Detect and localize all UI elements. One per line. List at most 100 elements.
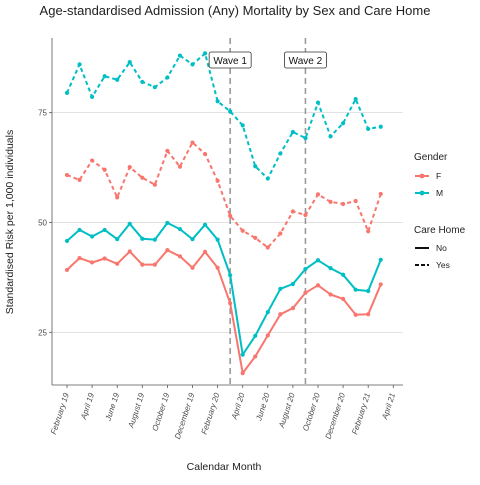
data-point	[315, 100, 321, 105]
data-point	[165, 75, 170, 80]
data-point	[90, 234, 95, 239]
data-point	[152, 262, 157, 267]
data-point	[102, 74, 107, 79]
data-point	[102, 256, 107, 261]
data-point	[115, 195, 120, 200]
wave-annotations: Wave 1 Wave 2	[208, 51, 327, 69]
wave-annotation-box	[284, 51, 327, 69]
data-point	[290, 281, 295, 287]
data-point	[215, 237, 220, 242]
data-point	[240, 352, 245, 357]
data-point	[77, 255, 82, 261]
data-point	[77, 227, 82, 233]
x-tick-label: June 20	[254, 391, 272, 422]
wave-annotation-box	[208, 51, 252, 69]
data-point	[165, 248, 170, 253]
data-point	[115, 77, 120, 82]
data-point	[315, 283, 321, 288]
data-point	[353, 287, 358, 292]
data-point	[278, 312, 283, 317]
data-point	[353, 96, 358, 102]
y-tick-label: 25	[38, 328, 47, 337]
data-point	[290, 306, 295, 311]
data-point	[278, 231, 283, 236]
x-tick-label: June 19	[103, 391, 121, 422]
data-point	[152, 85, 157, 90]
data-point	[253, 333, 258, 338]
data-point	[215, 178, 220, 183]
y-tick-label: 50	[38, 218, 47, 227]
data-point	[366, 288, 371, 294]
data-point	[328, 292, 333, 297]
data-point	[165, 148, 170, 153]
data-point	[152, 237, 157, 242]
data-point	[202, 51, 208, 56]
data-point	[253, 354, 258, 359]
data-point	[353, 312, 358, 317]
data-point	[90, 260, 95, 265]
data-point	[278, 286, 283, 291]
wave-annotation-label: Wave 1	[213, 56, 247, 67]
data-point	[240, 371, 245, 376]
data-point	[341, 121, 346, 126]
data-point	[127, 60, 132, 65]
wave-annotation-label: Wave 2	[289, 56, 323, 67]
series-group	[64, 51, 383, 376]
legend-label-gender: M	[436, 188, 443, 198]
x-tick-label: October 19	[151, 391, 172, 432]
legend-label-care-home: No	[436, 243, 447, 253]
data-point	[140, 79, 145, 85]
legend-key-point	[419, 190, 425, 196]
x-tick-label: April 19	[79, 391, 96, 421]
data-point	[228, 301, 233, 306]
data-point	[165, 220, 170, 226]
data-point	[64, 90, 70, 96]
data-point	[378, 124, 383, 129]
legend-label-care-home: Yes	[436, 260, 450, 270]
data-point	[177, 53, 183, 58]
series-line-M-no	[66, 221, 382, 356]
series-line-F-yes	[66, 141, 382, 249]
data-point	[77, 62, 82, 67]
series-line-F-no	[66, 249, 382, 375]
x-tick-label: February 19	[49, 391, 71, 435]
data-point	[177, 254, 183, 259]
data-point	[228, 213, 233, 218]
data-point	[303, 212, 308, 218]
legend-title-care-home: Care Home	[414, 225, 466, 236]
data-point	[278, 151, 283, 156]
data-point	[228, 109, 233, 114]
data-point	[190, 237, 195, 242]
x-tick-label: August 20	[277, 391, 297, 430]
data-point	[127, 221, 132, 226]
wave-reference-lines	[229, 38, 307, 385]
legend-key-point	[419, 173, 425, 179]
data-point	[102, 227, 107, 233]
data-point	[240, 123, 245, 128]
data-point	[341, 296, 346, 302]
data-point	[102, 167, 107, 172]
data-point	[378, 257, 383, 262]
series-line-M-yes	[66, 52, 381, 180]
data-point	[366, 312, 371, 317]
data-point	[215, 99, 220, 104]
data-point	[64, 267, 70, 273]
data-point	[353, 198, 358, 204]
data-point	[290, 209, 295, 214]
data-point	[152, 182, 157, 187]
x-axis-title: Calendar Month	[187, 461, 262, 473]
data-point	[190, 265, 195, 270]
data-point	[265, 245, 270, 250]
legend-title-gender: Gender	[414, 152, 448, 163]
data-point	[253, 164, 258, 169]
y-tick-label: 75	[38, 109, 47, 118]
data-point	[341, 272, 346, 277]
data-point	[215, 265, 220, 270]
data-point	[115, 261, 120, 266]
data-point	[303, 290, 308, 295]
data-point	[341, 201, 346, 207]
x-tick-label: February 21	[350, 392, 372, 436]
data-point	[315, 192, 321, 197]
